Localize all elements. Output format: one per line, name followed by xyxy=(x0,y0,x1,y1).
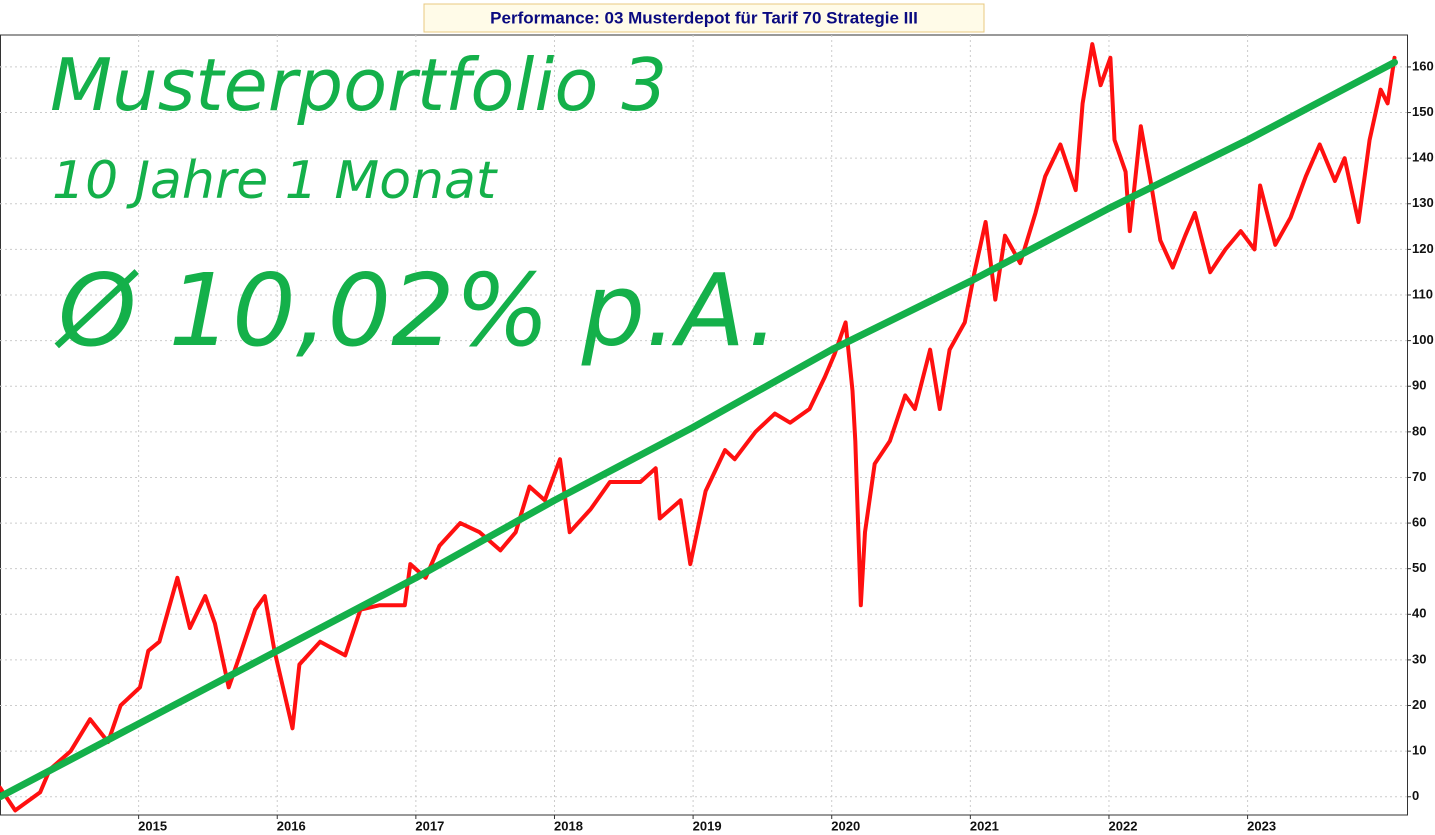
y-tick-label: 160 xyxy=(1412,58,1434,73)
y-tick-label: 0 xyxy=(1412,788,1419,803)
y-tick-label: 10 xyxy=(1412,743,1426,758)
x-tick-label: 2017 xyxy=(415,818,444,833)
x-tick-label: 2019 xyxy=(693,818,722,833)
y-tick-label: 140 xyxy=(1412,150,1434,165)
x-tick-label: 2020 xyxy=(831,818,860,833)
y-tick-label: 40 xyxy=(1412,606,1426,621)
annotation: 10 Jahre 1 Monat xyxy=(52,151,498,211)
plot-area xyxy=(0,34,1408,816)
y-tick-label: 130 xyxy=(1412,195,1434,210)
data-line xyxy=(0,42,1397,813)
y-tick-label: 70 xyxy=(1412,469,1426,484)
y-tick-label: 120 xyxy=(1412,241,1434,256)
y-tick-label: 110 xyxy=(1412,286,1433,301)
y-tick-label: 90 xyxy=(1412,378,1426,393)
y-tick-label: 80 xyxy=(1412,423,1426,438)
data-line xyxy=(0,58,1398,801)
x-tick-label: 2021 xyxy=(970,818,999,833)
annotation: Ø 10,02% p.A. xyxy=(54,252,779,369)
y-tick-label: 50 xyxy=(1412,560,1426,575)
title-box xyxy=(423,3,985,33)
x-tick-label: 2016 xyxy=(277,818,306,833)
y-tick-label: 100 xyxy=(1412,332,1434,347)
chart-title: Performance: 03 Musterdepot für Tarif 70… xyxy=(490,8,918,27)
y-tick-label: 60 xyxy=(1412,515,1426,530)
x-tick-label: 2023 xyxy=(1247,818,1276,833)
annotation: Musterportfolio 3 xyxy=(50,43,667,127)
x-tick-label: 2015 xyxy=(138,818,167,833)
y-tick-label: 30 xyxy=(1412,651,1426,666)
y-tick-label: 150 xyxy=(1412,104,1434,119)
x-tick-label: 2018 xyxy=(554,818,583,833)
x-tick-label: 2022 xyxy=(1109,818,1138,833)
y-tick-label: 20 xyxy=(1412,697,1426,712)
